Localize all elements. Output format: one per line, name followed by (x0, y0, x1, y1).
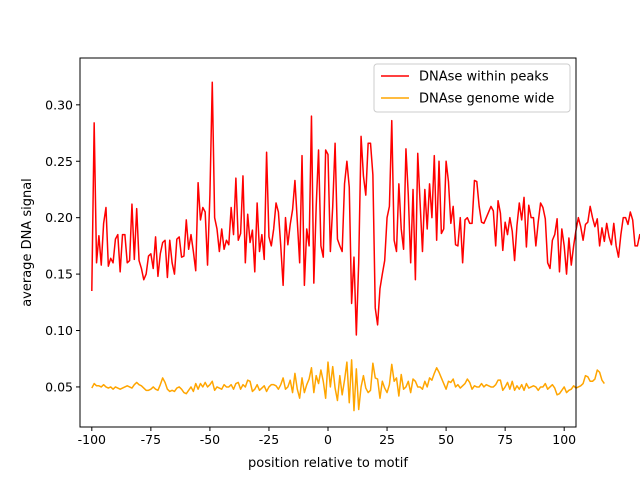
y-tick-label: 0.05 (45, 379, 73, 394)
y-tick-label: 0.10 (45, 323, 73, 338)
x-tick-label: 0 (324, 432, 332, 447)
x-tick-label: 75 (497, 432, 513, 447)
series-line-dnase-genome-wide (91, 359, 605, 412)
x-tick-label: 25 (379, 432, 395, 447)
x-axis-ticks: -100 -75 -50 -25 0 25 50 75 100 (78, 427, 576, 447)
x-tick-label: 50 (438, 432, 454, 447)
x-tick-label: -50 (200, 432, 220, 447)
x-tick-label: 100 (552, 432, 576, 447)
y-tick-label: 0.20 (45, 210, 73, 225)
y-tick-label: 0.15 (45, 267, 73, 282)
x-axis-label: position relative to motif (248, 456, 408, 471)
x-tick-label: -25 (259, 432, 279, 447)
y-axis-label: average DNA signal (20, 178, 35, 307)
x-tick-label: -100 (78, 432, 106, 447)
x-tick-label: -75 (141, 432, 161, 447)
y-axis-ticks: 0.05 0.10 0.15 0.20 0.25 0.30 (45, 97, 80, 394)
y-tick-label: 0.25 (45, 154, 73, 169)
plot-area (91, 81, 640, 412)
series-line-dnase-within-peaks (91, 81, 640, 336)
axes-frame (79, 57, 577, 428)
legend: DNAse within peaks DNAse genome wide (373, 63, 571, 113)
legend-label-dnase-genome-wide: DNAse genome wide (419, 92, 554, 107)
legend-label-dnase-within-peaks: DNAse within peaks (419, 70, 549, 85)
legend-box (373, 63, 571, 113)
y-tick-label: 0.30 (45, 97, 73, 112)
